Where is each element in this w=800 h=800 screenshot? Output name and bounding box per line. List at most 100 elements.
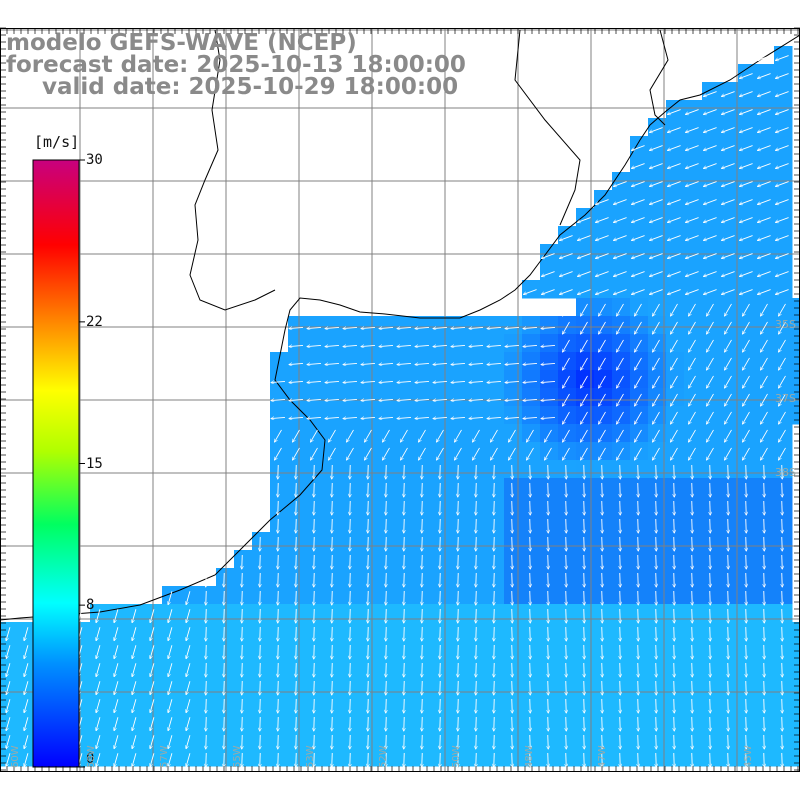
- ocean-cell: [774, 730, 793, 749]
- ocean-cell: [684, 190, 703, 209]
- ocean-cell: [486, 748, 505, 767]
- ocean-cell: [792, 352, 800, 371]
- ocean-cell: [684, 586, 703, 605]
- ocean-cell: [792, 388, 800, 407]
- wind-arrow: [707, 375, 714, 388]
- ocean-cell: [666, 514, 685, 533]
- wind-arrow: [329, 429, 336, 442]
- wind-arrow: [599, 411, 606, 424]
- wind-arrow: [325, 381, 340, 382]
- ocean-cell: [666, 748, 685, 767]
- ocean-cell: [270, 514, 289, 533]
- colorbar-tick-label: 8: [86, 597, 95, 614]
- ocean-cell: [612, 676, 631, 695]
- wind-arrow: [563, 411, 570, 424]
- wind-arrow: [379, 345, 394, 346]
- ocean-cell: [540, 514, 559, 533]
- wind-arrow: [563, 303, 570, 316]
- ocean-cell: [288, 676, 307, 695]
- ocean-cell: [270, 658, 289, 677]
- ocean-cell: [270, 640, 289, 659]
- ocean-cell: [378, 604, 397, 623]
- wind-arrow: [455, 447, 462, 460]
- ocean-cell: [486, 712, 505, 731]
- ocean-cell: [288, 352, 307, 371]
- ocean-cell: [522, 640, 541, 659]
- wind-arrow: [703, 181, 717, 187]
- wind-arrow: [451, 345, 466, 346]
- wind-arrow: [739, 217, 753, 223]
- ocean-cell: [540, 496, 559, 515]
- ocean-cell: [702, 226, 721, 245]
- wind-arrow: [487, 381, 502, 382]
- ocean-cell: [594, 514, 613, 533]
- ocean-cell: [234, 730, 253, 749]
- wind-arrow: [739, 163, 753, 169]
- ocean-cell: [360, 730, 379, 749]
- wind-arrow: [563, 429, 570, 442]
- ocean-cell: [288, 478, 307, 497]
- wind-arrow: [581, 303, 588, 316]
- wind-arrow: [631, 289, 645, 295]
- wind-arrow: [505, 327, 520, 328]
- wind-arrow: [415, 381, 430, 382]
- wind-arrow: [739, 289, 753, 295]
- ocean-cell: [234, 640, 253, 659]
- wind-arrow: [379, 399, 394, 400]
- ocean-cell: [468, 514, 487, 533]
- ocean-cell: [450, 478, 469, 497]
- ocean-cell: [576, 550, 595, 569]
- wind-arrow: [761, 411, 768, 424]
- ocean-cell: [594, 748, 613, 767]
- colorbar-tick-label: 30: [86, 152, 103, 168]
- ocean-cell: [594, 640, 613, 659]
- wind-arrow: [653, 411, 660, 424]
- ocean-cell: [396, 568, 415, 587]
- wind-arrow: [743, 339, 750, 352]
- ocean-cell: [324, 730, 343, 749]
- ocean-cell: [522, 496, 541, 515]
- ocean-cell: [522, 280, 541, 299]
- ocean-cell: [558, 676, 577, 695]
- ocean-cell: [558, 622, 577, 641]
- wind-arrow: [613, 235, 627, 241]
- ocean-cell: [360, 478, 379, 497]
- ocean-cell: [396, 676, 415, 695]
- ocean-cell: [774, 154, 793, 173]
- wind-arrow: [6, 645, 11, 658]
- ocean-cell: [702, 694, 721, 713]
- wind-arrow: [667, 163, 681, 169]
- wind-arrow: [631, 181, 645, 187]
- wind-arrow: [114, 735, 119, 748]
- ocean-cell: [774, 244, 793, 263]
- wind-arrow: [473, 447, 480, 460]
- ocean-cell: [792, 730, 800, 749]
- ocean-cell: [684, 712, 703, 731]
- ocean-cell: [558, 550, 577, 569]
- ocean-cell: [792, 748, 800, 767]
- ocean-cell: [540, 352, 559, 371]
- wind-arrow: [721, 289, 735, 295]
- ocean-cell: [648, 550, 667, 569]
- ocean-cell: [522, 748, 541, 767]
- wind-arrow: [703, 271, 717, 277]
- ocean-cell: [288, 604, 307, 623]
- ocean-cell: [702, 262, 721, 281]
- ocean-cell: [648, 568, 667, 587]
- ocean-cell: [648, 658, 667, 677]
- wind-arrow: [523, 327, 538, 328]
- ocean-cell: [630, 568, 649, 587]
- wind-arrow: [96, 717, 101, 730]
- wind-arrow: [779, 393, 786, 406]
- ocean-cell: [252, 676, 271, 695]
- ocean-cell: [486, 658, 505, 677]
- wind-arrow: [649, 235, 663, 241]
- model-title: modelo GEFS-WAVE (NCEP): [6, 30, 357, 56]
- ocean-cell: [306, 478, 325, 497]
- wind-arrow: [725, 447, 732, 460]
- longitude-label: 48W: [524, 745, 535, 768]
- ocean-cell: [270, 532, 289, 551]
- ocean-cell: [756, 64, 775, 83]
- ocean-cell: [396, 748, 415, 767]
- ocean-cell: [684, 118, 703, 137]
